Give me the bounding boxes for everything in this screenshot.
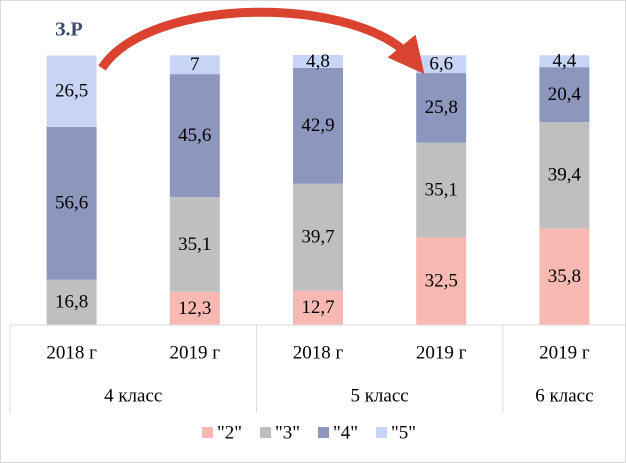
bar-segment (539, 228, 590, 325)
bar-segment (293, 183, 343, 291)
x-tick-label: 2018 г (46, 342, 97, 363)
value-label: 26,5 (55, 81, 88, 102)
value-label: 32,5 (425, 271, 458, 292)
bar-segment (293, 67, 343, 184)
value-label: 6,6 (429, 54, 453, 75)
x-tick-label: 2019 г (416, 342, 467, 363)
value-label: 7 (190, 54, 200, 75)
annotation: З.Р (55, 19, 83, 41)
legend-label: "4" (333, 422, 358, 443)
x-tick-label: 2019 г (170, 342, 221, 363)
value-label: 4,8 (306, 51, 330, 72)
value-label: 12,7 (301, 297, 334, 318)
legend-label: "3" (275, 422, 300, 443)
value-label: 45,6 (178, 125, 211, 146)
arrow (98, 7, 425, 74)
bar-segment (539, 122, 590, 229)
legend-swatch (202, 427, 213, 438)
bar-segment (539, 55, 590, 68)
value-label: 42,9 (301, 115, 334, 136)
bar-segment (46, 55, 97, 128)
value-label: 56,6 (55, 193, 88, 214)
value-label: 39,7 (301, 227, 334, 248)
value-label: 4,4 (553, 51, 577, 72)
legend-swatch (376, 427, 387, 438)
legend-label: "2" (217, 422, 242, 443)
group-label: 5 класс (350, 385, 408, 406)
value-label: 20,4 (548, 84, 582, 105)
value-label: 35,1 (178, 234, 211, 255)
bar-segment (539, 67, 590, 123)
x-tick-label: 2018 г (293, 342, 344, 363)
legend-label: "5" (391, 422, 416, 443)
bar-segment (169, 55, 220, 75)
bar-segment (416, 237, 467, 325)
group-label: 6 класс (535, 385, 593, 406)
value-label: 16,8 (55, 292, 88, 313)
group-label: 4 класс (104, 385, 162, 406)
bar-segment (169, 74, 220, 198)
bar-segment (416, 73, 467, 143)
bar-segment (416, 55, 467, 74)
bar-segment (169, 291, 220, 325)
plot: 16,8 56,6 26,5 2018 г 12,3 35,1 45,6 7 2019 г 12,… (9, 51, 626, 443)
value-label: 39,4 (548, 165, 582, 186)
legend-swatch (260, 427, 271, 438)
bar-segment (169, 197, 220, 292)
value-label: 35,1 (425, 179, 458, 200)
value-label: 35,8 (548, 266, 581, 287)
bar-segment (46, 127, 97, 280)
value-label: 25,8 (425, 97, 458, 118)
bar-segment (46, 279, 97, 325)
x-tick-label: 2019 г (539, 342, 590, 363)
legend-swatch (318, 427, 329, 438)
bar-segment (293, 290, 343, 325)
bar-segment (416, 142, 467, 238)
bar-segment (293, 55, 343, 68)
value-label: 12,3 (178, 298, 211, 319)
